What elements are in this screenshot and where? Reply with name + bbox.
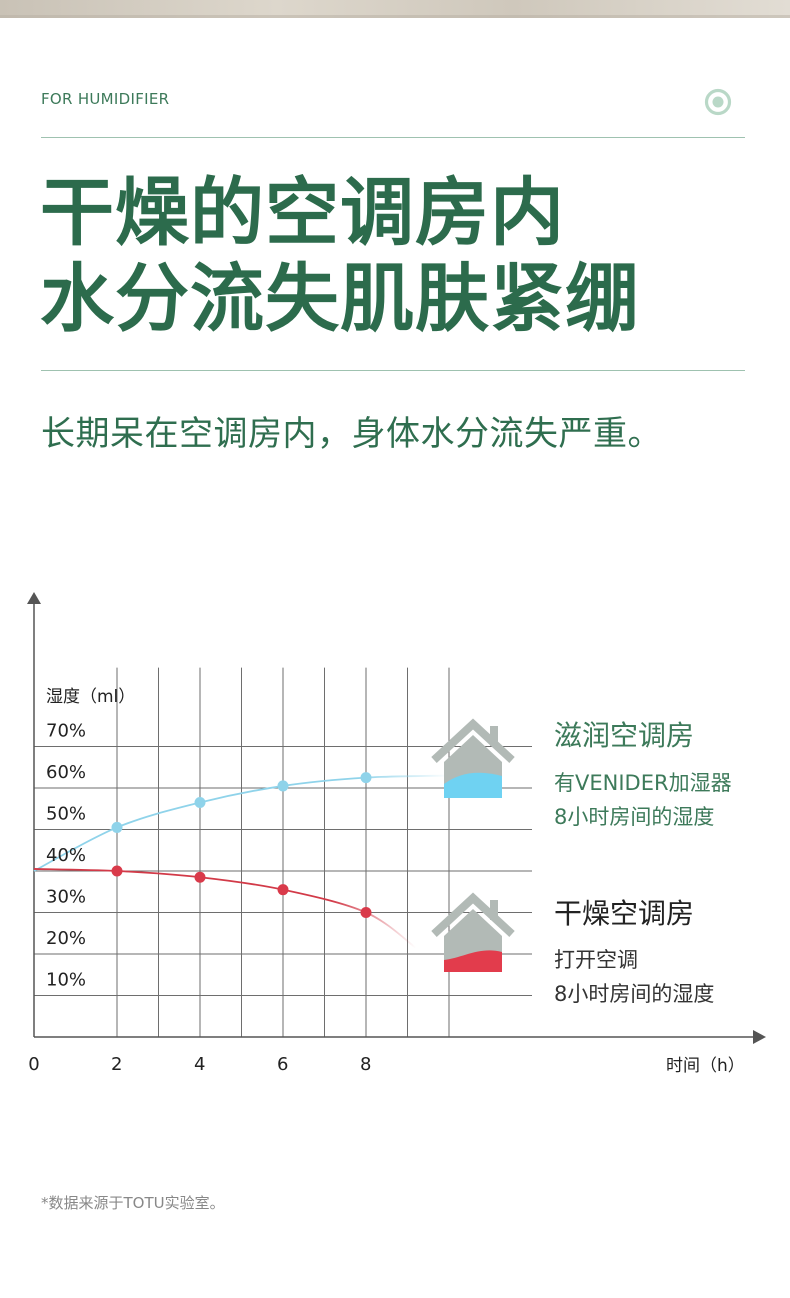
headline: 干燥的空调房内 水分流失肌肤紧绷 <box>40 170 640 342</box>
y-tick-label: 30% <box>46 887 86 908</box>
series-point <box>111 865 123 877</box>
y-tick-label: 10% <box>46 970 86 991</box>
series-point <box>111 821 123 833</box>
x-tick-label: 6 <box>277 1054 288 1075</box>
y-tick-label: 50% <box>46 804 86 825</box>
y-tick-label: 60% <box>46 762 86 783</box>
y-axis-title: 湿度（ml） <box>46 687 135 707</box>
x-axis-arrow <box>753 1030 766 1044</box>
legend-title-moist: 滋润空调房 <box>554 719 695 752</box>
series-line <box>33 868 417 949</box>
house-icon <box>431 718 515 798</box>
legend-title-dry: 干燥空调房 <box>554 897 695 930</box>
legend-desc-dry: 打开空调 8小时房间的湿度 <box>554 943 714 1011</box>
y-tick-label: 70% <box>46 721 86 742</box>
x-tick-label: 8 <box>360 1054 371 1075</box>
chart-series <box>33 772 450 949</box>
series-point <box>194 871 206 883</box>
chart-axes <box>27 592 766 1044</box>
x-tick-label: 2 <box>111 1054 122 1075</box>
subline: 长期呆在空调房内，身体水分流失严重。 <box>41 414 662 454</box>
chart-labels: 湿度（ml） 时间（h） 10% 20% 30% 40% 50% 60% 70% 0 2 4 6 8 <box>28 687 745 1076</box>
series-line <box>33 774 450 872</box>
legend-dry-line-1: 打开空调 <box>554 948 638 972</box>
series-point <box>360 772 372 784</box>
legend-desc-moist: 有VENIDER加湿器 8小时房间的湿度 <box>554 766 732 834</box>
y-tick-label: 40% <box>46 845 86 866</box>
target-icon <box>704 88 732 116</box>
x-tick-label: 4 <box>194 1054 205 1075</box>
legend-moist-line-2: 8小时房间的湿度 <box>554 805 715 829</box>
headline-line-1: 干燥的空调房内 <box>40 170 565 256</box>
series-point <box>277 780 289 792</box>
legend-dry-line-2: 8小时房间的湿度 <box>554 982 715 1006</box>
house-icon <box>431 892 515 972</box>
series-point <box>194 797 206 809</box>
x-axis-title: 时间（h） <box>666 1056 745 1076</box>
x-tick-label: 0 <box>28 1054 39 1075</box>
legend-moist-line-1: 有VENIDER加湿器 <box>554 771 732 795</box>
series-point <box>277 884 289 896</box>
humidity-chart: 湿度（ml） 时间（h） 10% 20% 30% 40% 50% 60% 70% 0 2 4 6 8 <box>27 592 766 1076</box>
top-photo-strip <box>0 0 790 18</box>
footnote: *数据来源于TOTU实验室。 <box>41 1194 225 1212</box>
y-axis-arrow <box>27 592 41 604</box>
divider-bottom <box>41 370 745 371</box>
brand-tag: FOR HUMIDIFIER <box>41 90 170 108</box>
series-point <box>360 907 372 918</box>
y-tick-label: 20% <box>46 928 86 949</box>
headline-line-2: 水分流失肌肤紧绷 <box>40 256 640 342</box>
divider-top <box>41 137 745 138</box>
